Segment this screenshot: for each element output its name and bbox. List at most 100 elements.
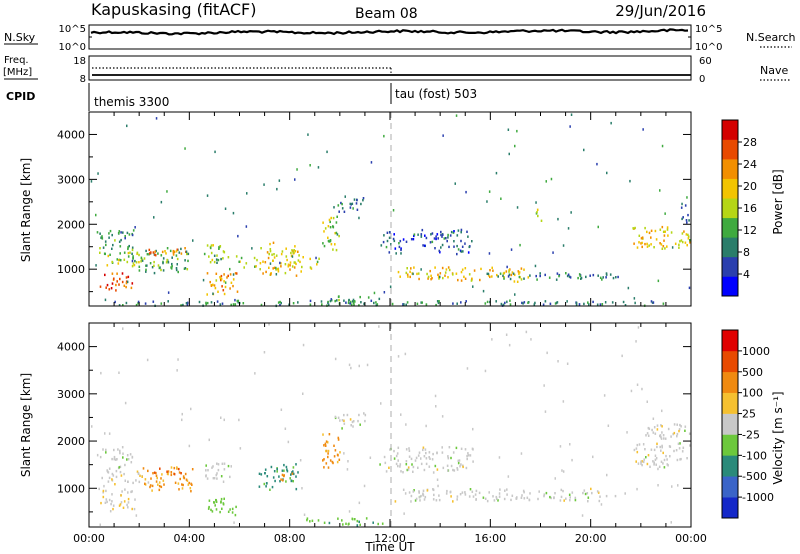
power-cell [352,298,355,302]
power-scatter-cell [370,161,373,164]
power-cell [151,266,154,269]
power-cell [513,273,516,277]
velocity-cell [282,479,284,482]
power-cell [160,302,163,305]
power-cell [223,292,226,296]
velocity-cell [160,485,163,489]
power-cell [611,301,614,304]
power-cell [323,244,326,248]
power-cell [429,269,431,273]
power-cell [227,256,230,259]
power-cell [277,270,280,273]
power-cell [687,235,690,238]
velocity-scatter-cell [222,480,225,483]
time-tick-label: 00:00 [675,532,707,545]
power-cell [394,247,397,250]
velocity-cell [460,463,462,466]
velocity-cell [672,432,674,436]
velocity-cell [329,459,332,462]
velocity-cell [153,471,156,474]
power-cell [268,252,270,256]
power-cell [332,216,335,220]
velocity-cell [158,484,161,488]
velocity-scatter-cell [603,394,606,397]
power-cell [269,250,272,253]
velocity-cell [446,489,448,493]
power-cell [253,256,256,260]
power-cell [413,234,415,238]
power-cell [240,256,243,260]
power-cell [140,256,143,259]
power-cell [216,261,218,264]
power-cell [466,230,468,233]
velocity-cell [223,462,226,465]
velocity-cell [105,451,107,454]
power-cell [424,234,426,237]
power-cell [397,270,400,274]
power-cell [633,242,635,245]
velocity-cell [676,435,678,438]
velocity-cell [99,455,102,459]
velocity-cell [223,497,225,500]
power-cell [556,301,559,304]
power-cell [273,253,275,256]
power-scatter-cell [535,201,537,204]
power-cell [166,258,168,262]
power-cell [678,246,680,249]
power-cell [221,302,224,305]
power-cell [137,300,140,304]
power-ylabel: Slant Range [km] [19,158,33,262]
velocity-cell [574,498,577,502]
velocity-scatter-cell [646,400,648,403]
velocity-cell [269,488,271,491]
velocity-cell [107,480,110,483]
velocity-scatter-cell [484,369,487,373]
power-cell [444,271,447,274]
velocity-cell [359,423,361,426]
velocity-cell [679,442,681,445]
power-cell [206,272,209,275]
power-cell [291,249,293,252]
velocity-cell [180,472,182,475]
velocity-cell [212,477,215,480]
velocity-colorbar-frame [721,329,739,519]
power-scatter-cell [516,206,519,209]
power-cell [294,250,297,253]
velocity-cell [119,465,122,468]
velocity-colorbar-tick-label: -500 [742,470,767,483]
velocity-cell [127,497,130,501]
velocity-scatter-cell [104,432,106,435]
power-scatter-cell [392,209,395,212]
power-cell [399,275,401,278]
velocity-cell [669,455,671,458]
velocity-cell [121,446,124,449]
power-cell [509,277,512,281]
velocity-colorbar-tick-label: 100 [742,387,763,400]
power-cell [431,240,434,244]
power-cell [400,252,402,255]
power-scatter-cell [309,164,311,167]
power-cell [644,242,646,246]
velocity-cell [279,480,281,483]
velocity-colorbar-segment [722,330,738,352]
power-scatter-cell [326,150,328,154]
velocity-cell [423,455,426,458]
power-cell [588,303,590,306]
velocity-cell [432,498,435,501]
power-cell [539,274,541,278]
power-cell [450,230,453,234]
velocity-colorbar-segment [722,455,738,477]
power-cell [290,251,292,255]
power-cell [577,276,579,280]
beam-label: Beam 08 [355,6,418,22]
power-scatter-cell [294,178,296,181]
velocity-cell [433,493,435,497]
power-cell [489,275,491,279]
velocity-cell [122,506,125,509]
velocity-scatter-cell [405,423,407,426]
velocity-ytick-label: 3000 [57,388,85,401]
power-cell [183,267,186,270]
power-cell [237,301,239,304]
power-cell [503,277,505,280]
